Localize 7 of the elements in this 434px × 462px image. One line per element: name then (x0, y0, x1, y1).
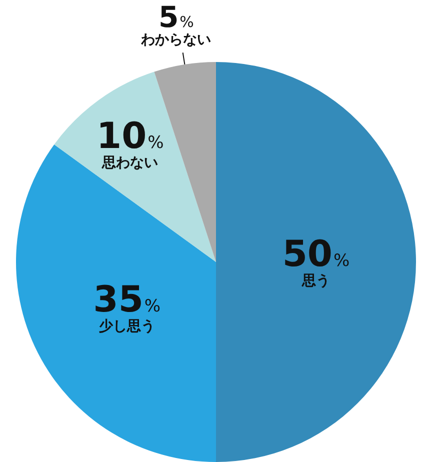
slice-label: わからない (140, 32, 212, 48)
slice-label: 思う (301, 273, 330, 289)
slice-label: 少し思う (98, 318, 155, 334)
data-label: 50% (282, 234, 350, 275)
data-label: 5% (158, 0, 194, 34)
data-label: 10% (96, 116, 164, 157)
slice-label: 思わない (101, 154, 158, 171)
